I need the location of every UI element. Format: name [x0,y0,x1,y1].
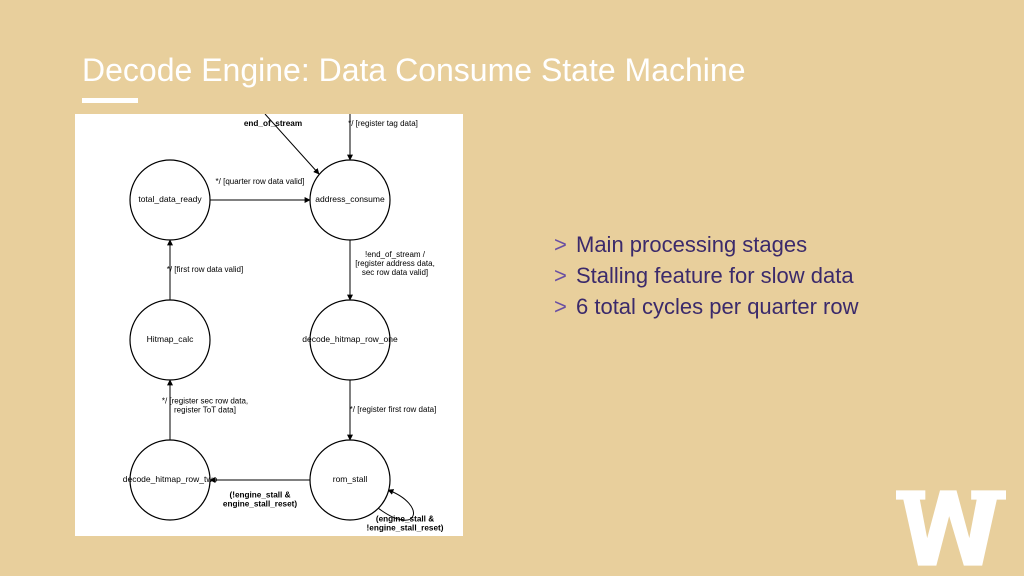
svg-text:Hitmap_calc: Hitmap_calc [147,334,195,344]
svg-text:(!engine_stall &engine_stall_r: (!engine_stall &engine_stall_reset) [223,491,297,509]
title-underline [82,98,138,103]
slide: Decode Engine: Data Consume State Machin… [0,0,1024,576]
state-machine-diagram: end_of_stream */ [register tag data] */ [q… [75,114,463,536]
uw-logo-icon [896,488,1006,568]
diagram-svg: end_of_stream */ [register tag data] */ [q… [75,114,463,536]
slide-title: Decode Engine: Data Consume State Machin… [82,52,746,89]
bullet-list: Main processing stages Stalling feature … [554,230,964,323]
svg-text:*/ [quarter row data valid]: */ [quarter row data valid] [216,177,305,186]
svg-text:decode_hitmap_row_one: decode_hitmap_row_one [302,334,398,344]
svg-text:(engine_stall &!engine_stall_r: (engine_stall &!engine_stall_reset) [367,515,444,533]
svg-text:rom_stall: rom_stall [333,474,368,484]
svg-text:*/ [register sec row data,regi: */ [register sec row data,register ToT d… [162,397,248,415]
svg-text:!end_of_stream /[register addr: !end_of_stream /[register address data,s… [355,250,435,277]
bullet-item: Main processing stages [554,230,964,259]
svg-text:end_of_stream: end_of_stream [244,119,302,128]
svg-text:*/ [first row data valid]: */ [first row data valid] [167,265,243,274]
svg-text:*/ [register tag data]: */ [register tag data] [348,119,418,128]
bullet-item: 6 total cycles per quarter row [554,292,964,321]
bullet-item: Stalling feature for slow data [554,261,964,290]
svg-text:address_consume: address_consume [315,194,385,204]
svg-text:total_data_ready: total_data_ready [138,194,202,204]
svg-text:*/ [register first row data]: */ [register first row data] [350,405,437,414]
svg-text:decode_hitmap_row_two: decode_hitmap_row_two [123,474,218,484]
